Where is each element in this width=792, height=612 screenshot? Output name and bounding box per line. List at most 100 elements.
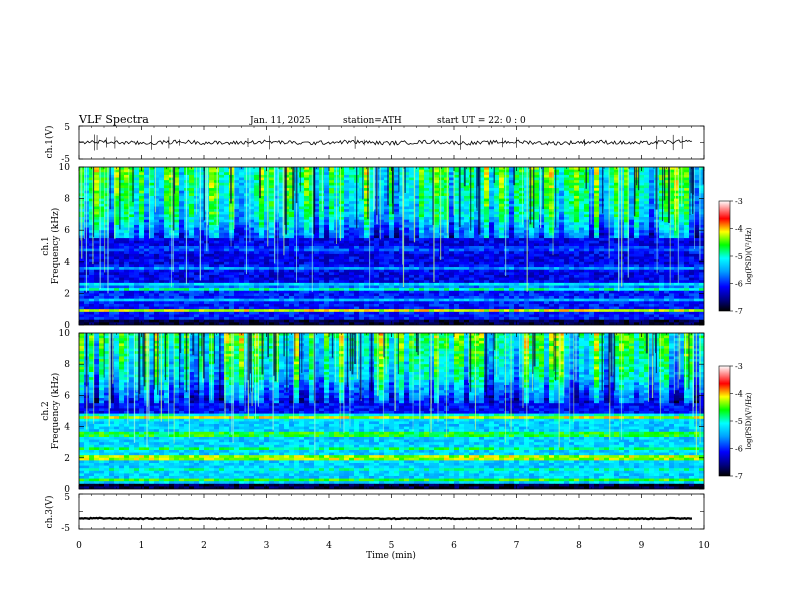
spectrogram-cell <box>464 227 470 231</box>
spectrogram-cell <box>579 261 585 266</box>
spectrogram-cell <box>229 256 235 260</box>
spectrogram-cell <box>119 222 125 226</box>
spectrogram-cell <box>664 240 670 244</box>
spectrogram-cell <box>519 230 525 234</box>
spectrogram-cell <box>644 261 650 266</box>
spectrogram-cell <box>534 169 540 173</box>
spectrogram-cell <box>684 185 690 189</box>
spectrogram-cell <box>699 217 704 221</box>
spectrogram-cell <box>164 235 170 239</box>
spectrogram-cell <box>369 172 375 176</box>
spectrogram-cell <box>414 230 420 234</box>
spectrogram-cell <box>124 211 130 215</box>
spectrogram-cell <box>564 235 570 239</box>
spectrogram-cell <box>264 224 270 229</box>
spectrogram-cell <box>329 235 335 239</box>
spectrogram-cell <box>129 246 135 250</box>
spectrogram-cell <box>304 251 310 255</box>
spectrogram-cell <box>324 211 330 215</box>
spectrogram-cell <box>209 217 215 221</box>
spectrogram-cell <box>219 180 225 184</box>
spectrogram-cell <box>454 243 460 247</box>
spectrogram-cell <box>624 232 630 237</box>
spectrogram-cell <box>629 195 635 200</box>
spectrogram-cell <box>339 248 345 252</box>
spectrogram-cell <box>644 230 650 234</box>
spectrogram-cell <box>299 248 305 252</box>
spectrogram-cell <box>624 198 630 202</box>
spectrogram-cell <box>369 235 375 239</box>
spectrogram-cell <box>369 264 375 268</box>
spectrogram-cell <box>479 209 485 213</box>
spectrogram-cell <box>369 243 375 247</box>
spectrogram-cell <box>489 209 495 213</box>
spectrogram-cell <box>274 253 280 258</box>
spectrogram-cell <box>449 256 455 260</box>
spectrogram-cell <box>174 222 180 226</box>
spectrogram-cell <box>444 251 450 255</box>
spectrogram-cell <box>689 209 695 213</box>
spectrogram-cell <box>224 195 230 200</box>
spectrogram-cell <box>289 253 295 258</box>
spectrogram-cell <box>199 261 205 266</box>
spectrogram-cell <box>504 240 510 244</box>
spectrogram-cell <box>449 227 455 231</box>
spectrogram-cell <box>89 185 95 189</box>
spectrogram-cell <box>424 169 430 173</box>
spectrogram-cell <box>454 182 460 187</box>
spectrogram-cell <box>354 269 360 273</box>
spectrogram-cell <box>439 188 445 192</box>
spectrogram-cell <box>509 261 515 266</box>
spectrogram-cell <box>489 217 495 221</box>
spectrogram-cell <box>139 248 145 252</box>
spectrogram-cell <box>209 198 215 202</box>
spectrogram-cell <box>324 214 330 218</box>
spectrogram-cell <box>324 182 330 187</box>
spectrogram-cell <box>169 230 175 234</box>
spectrogram-cell <box>584 232 590 237</box>
spectrogram-cell <box>124 203 130 208</box>
spectrogram-cell <box>584 259 590 263</box>
spectrogram-cell <box>379 193 385 197</box>
spectrogram-cell <box>384 206 390 210</box>
spectrogram-cell <box>494 172 500 176</box>
spectrogram-cell <box>319 246 325 250</box>
spectrogram-cell <box>569 240 575 244</box>
spectrogram-cell <box>409 185 415 189</box>
spectrogram-cell <box>269 185 275 189</box>
spectrogram-cell <box>299 182 305 187</box>
spectrogram-cell <box>234 198 240 202</box>
spectrogram-cell <box>299 264 305 268</box>
spectrogram-cell <box>634 243 640 247</box>
spectrogram-cell <box>439 243 445 247</box>
spectrogram-cell <box>124 243 130 247</box>
spectrogram-cell <box>189 235 195 239</box>
spectrogram-cell <box>189 217 195 221</box>
spectrogram-cell <box>379 203 385 208</box>
spectrogram-cell <box>469 243 475 247</box>
spectrogram-cell <box>384 269 390 273</box>
spectrogram-cell <box>589 193 595 197</box>
spectrogram-cell <box>579 256 585 260</box>
spectrogram-cell <box>309 264 315 268</box>
spectrogram-cell <box>149 243 155 247</box>
spectrogram-cell <box>614 167 620 171</box>
spectrogram-cell <box>314 217 320 221</box>
spectrogram-cell <box>359 185 365 189</box>
spectrogram-cell <box>699 185 704 189</box>
spectrogram-cell <box>449 267 455 271</box>
spectrogram-cell <box>579 174 585 179</box>
spectrogram-cell <box>644 185 650 189</box>
spectrogram-cell <box>324 217 330 221</box>
spectrogram-cell <box>264 235 270 239</box>
spectrogram-cell <box>314 169 320 173</box>
spectrogram-cell <box>579 190 585 194</box>
spectrogram-cell <box>349 206 355 210</box>
spectrogram-cell <box>589 206 595 210</box>
spectrogram-cell <box>264 203 270 208</box>
spectrogram-cell <box>224 232 230 237</box>
spectrogram-cell <box>304 238 310 242</box>
spectrogram-cell <box>644 224 650 229</box>
spectrogram-cell <box>679 222 685 226</box>
spectrogram-cell <box>289 206 295 210</box>
